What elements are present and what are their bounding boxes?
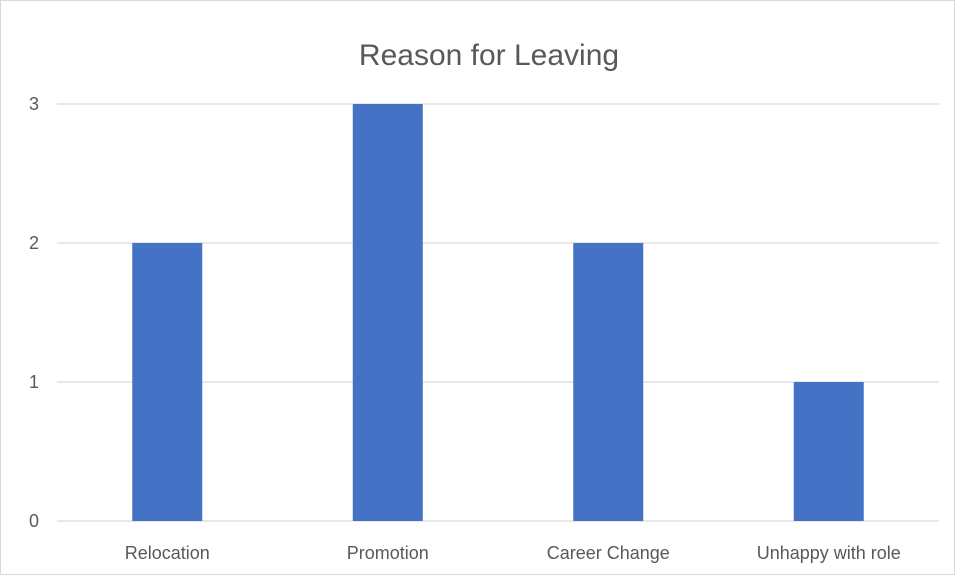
x-tick-label-0: Relocation xyxy=(125,543,210,563)
x-tick-label-2: Career Change xyxy=(547,543,670,563)
bar-3 xyxy=(793,382,864,521)
bar-0 xyxy=(132,243,203,521)
y-tick-label-2: 2 xyxy=(29,233,39,253)
gridlines xyxy=(57,103,939,522)
y-tick-label-0: 0 xyxy=(29,511,39,531)
y-tick-label-3: 3 xyxy=(29,94,39,114)
bar-1 xyxy=(352,104,423,521)
x-tick-label-3: Unhappy with role xyxy=(757,543,901,563)
chart-title: Reason for Leaving xyxy=(359,39,619,72)
bar-2 xyxy=(573,243,644,521)
y-tick-label-1: 1 xyxy=(29,372,39,392)
x-axis-ticks: Relocation Promotion Career Change Unhappy … xyxy=(125,543,901,563)
bars xyxy=(132,104,864,521)
y-axis-ticks: 0 1 2 3 xyxy=(29,94,39,531)
x-tick-label-1: Promotion xyxy=(347,543,429,563)
